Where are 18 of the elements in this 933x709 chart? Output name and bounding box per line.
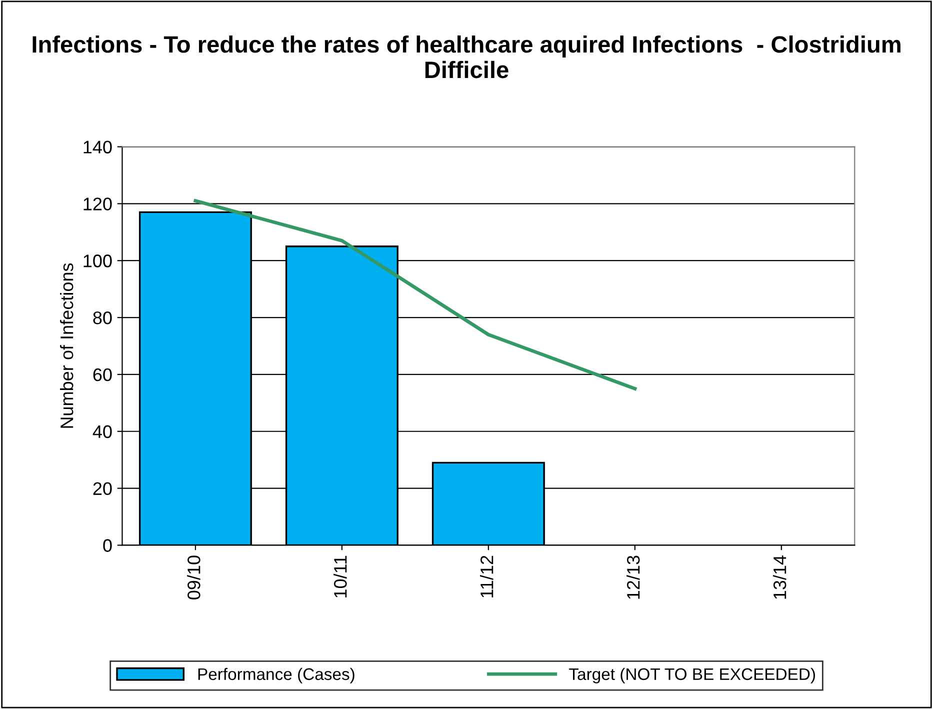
- x-tick-label: 12/13: [626, 556, 640, 599]
- x-tick-label: 11/12: [480, 556, 494, 598]
- y-tick-label: 120: [84, 198, 112, 210]
- y-tick-label: 0: [103, 539, 112, 552]
- y-tick-label: 100: [84, 254, 112, 268]
- x-tick-label: 10/11: [334, 556, 347, 598]
- y-tick-label: 80: [93, 311, 112, 324]
- y-tick-label: 140: [84, 140, 112, 154]
- legend-label: Target (NOT TO BE EXCEEDED): [569, 668, 815, 684]
- y-tick-label: 20: [93, 482, 112, 496]
- x-tick-label: 09/10: [187, 556, 200, 600]
- line-series: [194, 199, 637, 390]
- chart-title: Infections - To reduce the rates of healthcare aquired Infections - Clostridium Difficile: [32, 35, 900, 78]
- x-tick-label: 13/14: [772, 555, 786, 599]
- y-axis-title: Number of Infections: [60, 263, 74, 428]
- y-tick-label: 40: [92, 425, 112, 438]
- y-tick-label: 60: [93, 368, 112, 382]
- legend-label: Performance (Cases): [198, 668, 354, 684]
